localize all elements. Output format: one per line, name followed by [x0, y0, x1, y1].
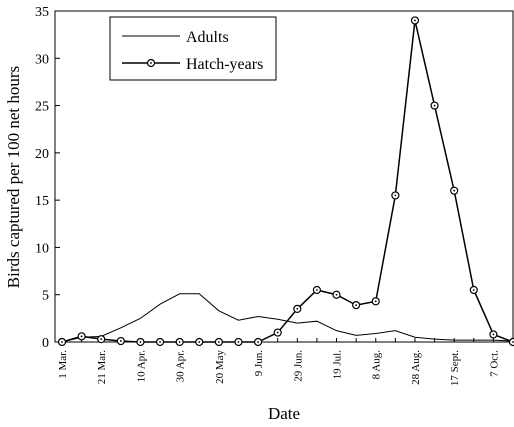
- marker-dot: [80, 335, 83, 338]
- series-line: [61, 293, 514, 343]
- point: [253, 337, 263, 347]
- marker-dot: [316, 289, 318, 291]
- marker-dot: [276, 331, 279, 334]
- x-tick-label: 29 Jun.: [292, 350, 304, 382]
- marker-dot: [374, 300, 377, 303]
- y-tick-label: 30: [35, 52, 49, 67]
- marker-dot: [217, 341, 220, 343]
- marker-dot: [100, 338, 103, 341]
- marker-dot: [394, 194, 397, 197]
- point: [293, 304, 302, 313]
- marker-dot: [414, 19, 416, 22]
- marker: [508, 337, 514, 347]
- point: [352, 301, 361, 310]
- point: [214, 337, 223, 347]
- x-tick-label: 9 Jun.: [253, 350, 265, 377]
- marker-dot: [237, 341, 240, 343]
- y-tick-label: 5: [42, 289, 49, 304]
- legend-box: [109, 16, 277, 81]
- plot-frame: [54, 10, 514, 343]
- legend-label: Hatch-years: [186, 56, 263, 73]
- marker-dot: [139, 341, 142, 343]
- y-tick-label: 35: [35, 5, 49, 20]
- marker-dot: [159, 341, 161, 343]
- point: [450, 186, 459, 195]
- x-tick-label: 19 Jul.: [332, 350, 344, 380]
- marker-dot: [198, 341, 201, 343]
- point: [312, 285, 322, 295]
- point: [195, 337, 204, 347]
- point: [155, 337, 165, 347]
- x-tick-label: 20 May: [214, 350, 226, 384]
- x-tick-label: 7 Oct.: [488, 350, 500, 377]
- y-tick-label: 15: [35, 194, 49, 209]
- marker-dot: [433, 104, 436, 107]
- point: [469, 285, 478, 295]
- marker-dot: [512, 341, 514, 343]
- point: [77, 332, 86, 341]
- x-tick-label: 30 Apr.: [175, 350, 187, 383]
- point: [57, 337, 67, 347]
- point: [430, 101, 439, 110]
- point: [234, 337, 243, 347]
- x-tick-label: 21 Mar.: [96, 350, 108, 384]
- marker-dot: [257, 341, 259, 343]
- marker-dot: [296, 308, 299, 310]
- point: [175, 337, 184, 347]
- marker-dot: [355, 304, 358, 307]
- y-tick-label: 10: [35, 241, 49, 256]
- marker-dot: [61, 341, 63, 343]
- point: [332, 290, 341, 299]
- point: [116, 336, 125, 346]
- x-tick-label: 28 Aug.: [410, 350, 422, 385]
- y-tick-label: 0: [42, 336, 49, 351]
- point: [508, 337, 514, 347]
- x-tick-label: 10 Apr.: [135, 350, 147, 383]
- y-axis-label: Birds captured per 100 net hours: [4, 66, 23, 288]
- point: [489, 330, 498, 339]
- marker-dot: [492, 333, 495, 336]
- marker-dot: [335, 293, 338, 296]
- point: [410, 16, 420, 25]
- marker-dot: [453, 189, 456, 192]
- legend-marker-dot: [150, 62, 152, 64]
- point: [273, 328, 282, 337]
- marker-dot: [119, 340, 122, 342]
- x-axis-label: Date: [268, 404, 300, 423]
- point: [97, 335, 106, 344]
- legend-label: Adults: [186, 29, 229, 46]
- marker-dot: [178, 341, 181, 343]
- x-tick-label: 17 Sept.: [449, 350, 461, 386]
- y-tick-label: 20: [35, 147, 49, 162]
- point: [391, 191, 400, 200]
- marker-dot: [472, 289, 475, 291]
- x-tick-label: 8 Aug.: [371, 350, 383, 380]
- point: [136, 337, 145, 347]
- y-tick-label: 25: [35, 100, 49, 115]
- x-tick-label: 1 Mar.: [57, 350, 69, 379]
- point: [371, 297, 380, 306]
